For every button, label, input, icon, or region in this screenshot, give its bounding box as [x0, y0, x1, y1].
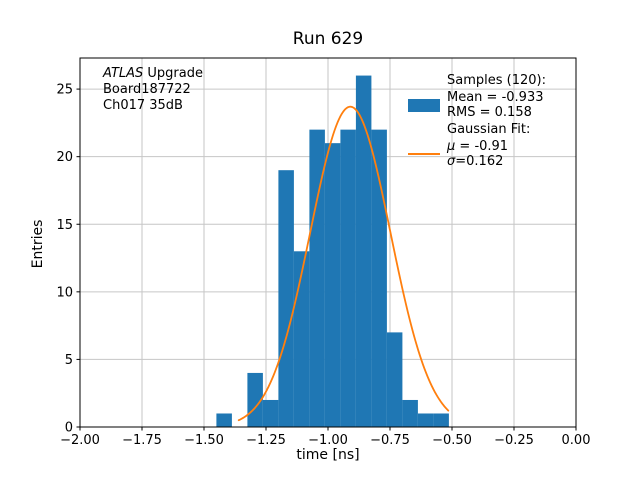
- legend: Samples (120): Mean = -0.933 RMS = 0.158…: [408, 73, 546, 171]
- svg-text:−1.75: −1.75: [122, 433, 162, 448]
- legend-samples-header: Samples (120):: [447, 73, 546, 88]
- svg-text:0: 0: [65, 421, 73, 436]
- gaussian-fit-curve: [237, 105, 450, 422]
- legend-entry-histogram: Mean = -0.933 RMS = 0.158: [408, 90, 546, 120]
- y-axis-label: Entries: [30, 219, 46, 269]
- legend-mean: Mean = -0.933: [447, 90, 544, 105]
- fit-line-swatch-icon: [408, 153, 440, 155]
- svg-text:−1.50: −1.50: [184, 433, 224, 448]
- legend-fit-header: Gaussian Fit:: [447, 122, 531, 137]
- svg-text:−0.50: −0.50: [432, 433, 472, 448]
- svg-text:5: 5: [65, 353, 73, 368]
- legend-rms: RMS = 0.158: [447, 105, 532, 120]
- svg-text:−2.00: −2.00: [60, 433, 100, 448]
- legend-sigma: σ=0.162: [447, 154, 504, 169]
- legend-entry-fit: μ = -0.91 σ=0.162: [408, 139, 546, 169]
- svg-text:−1.25: −1.25: [246, 433, 286, 448]
- histogram-swatch-icon: [408, 98, 440, 112]
- svg-text:−0.25: −0.25: [494, 433, 534, 448]
- svg-text:20: 20: [56, 150, 73, 165]
- svg-text:0.00: 0.00: [562, 433, 591, 448]
- atlas-label: ATLAS: [103, 66, 144, 81]
- svg-text:10: 10: [56, 285, 73, 300]
- annotation-line-1: ATLAS Upgrade: [103, 66, 203, 81]
- svg-text:−1.00: −1.00: [308, 433, 348, 448]
- svg-text:25: 25: [56, 83, 73, 98]
- svg-text:15: 15: [56, 218, 73, 233]
- histogram-bars: [216, 75, 449, 428]
- x-axis-label: time [ns]: [296, 447, 360, 463]
- svg-text:−0.75: −0.75: [370, 433, 410, 448]
- legend-mu: μ = -0.91: [447, 139, 509, 154]
- annotation-line-2: Board187722: [103, 82, 191, 97]
- annotation-line-3: Ch017 35dB: [103, 98, 183, 113]
- axis-ticks: [76, 88, 577, 431]
- chart-title: Run 629: [292, 29, 364, 49]
- axis-tick-labels: −2.00 −1.75 −1.50 −1.25 −1.00 −0.75 −0.50 −0.25…: [56, 83, 590, 448]
- annotation-box: ATLAS Upgrade Board187722 Ch017 35dB: [103, 66, 203, 114]
